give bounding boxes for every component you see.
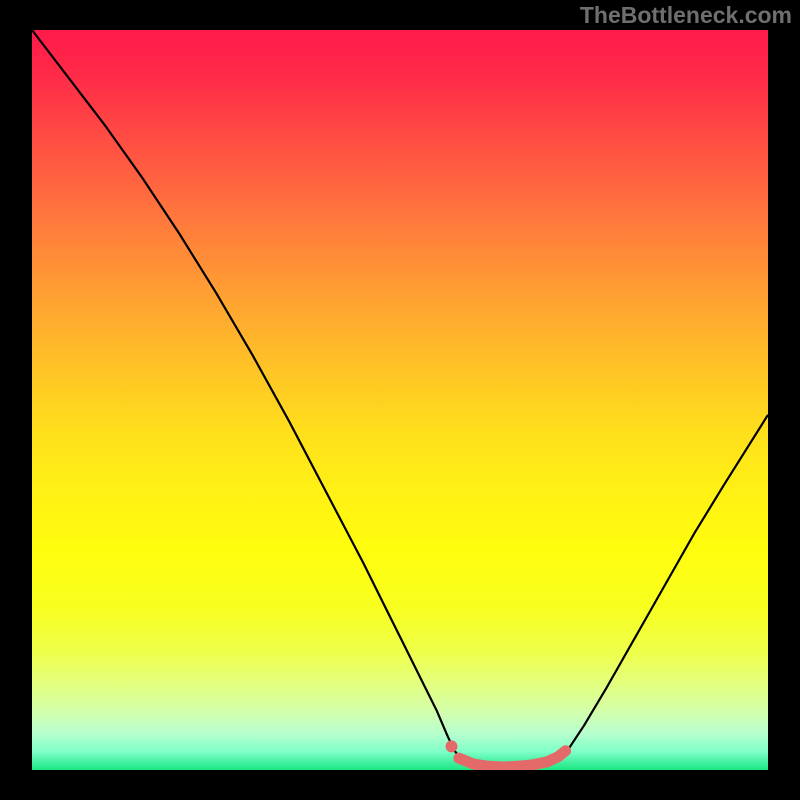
bottom-band	[459, 751, 566, 767]
watermark-text: TheBottleneck.com	[580, 2, 792, 29]
curve-layer	[32, 30, 768, 770]
plot-area	[32, 30, 768, 770]
marker-dot	[446, 740, 458, 752]
main-curve	[32, 30, 768, 769]
chart-container: TheBottleneck.com	[0, 0, 800, 800]
